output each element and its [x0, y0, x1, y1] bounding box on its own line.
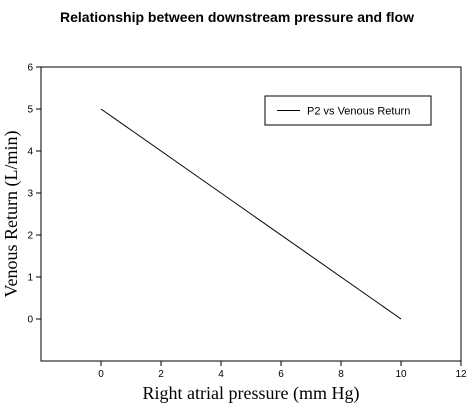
x-tick-label: 2	[158, 369, 164, 380]
y-tick-label: 0	[27, 315, 33, 326]
x-axis-label: Right atrial pressure (mm Hg)	[143, 383, 360, 404]
y-tick-label: 6	[27, 63, 33, 74]
y-tick-label: 2	[27, 231, 33, 242]
series-line	[100, 108, 402, 320]
chart-title: Relationship between downstream pressure…	[60, 9, 414, 25]
x-tick-label: 4	[218, 369, 224, 380]
legend: P2 vs Venous Return	[264, 95, 432, 126]
x-tick-label: 8	[338, 369, 344, 380]
legend-label: P2 vs Venous Return	[307, 106, 410, 118]
series-group	[100, 108, 402, 320]
plot-area-frame	[40, 66, 462, 362]
y-tick-label: 5	[27, 105, 33, 116]
x-tick-label: 0	[98, 369, 104, 380]
y-axis-ticks: 0 1 2 3 4 5 6	[27, 63, 41, 326]
x-tick-label: 6	[278, 369, 284, 380]
x-tick-label: 10	[395, 369, 407, 380]
y-tick-label: 3	[27, 189, 33, 200]
y-tick-label: 4	[27, 147, 33, 158]
y-tick-label: 1	[27, 273, 33, 284]
x-tick-label: 12	[455, 369, 467, 380]
y-axis-label: Venous Return (L/min)	[1, 131, 22, 298]
x-axis-ticks: 0 2 4 6 8 10 12	[98, 361, 467, 380]
